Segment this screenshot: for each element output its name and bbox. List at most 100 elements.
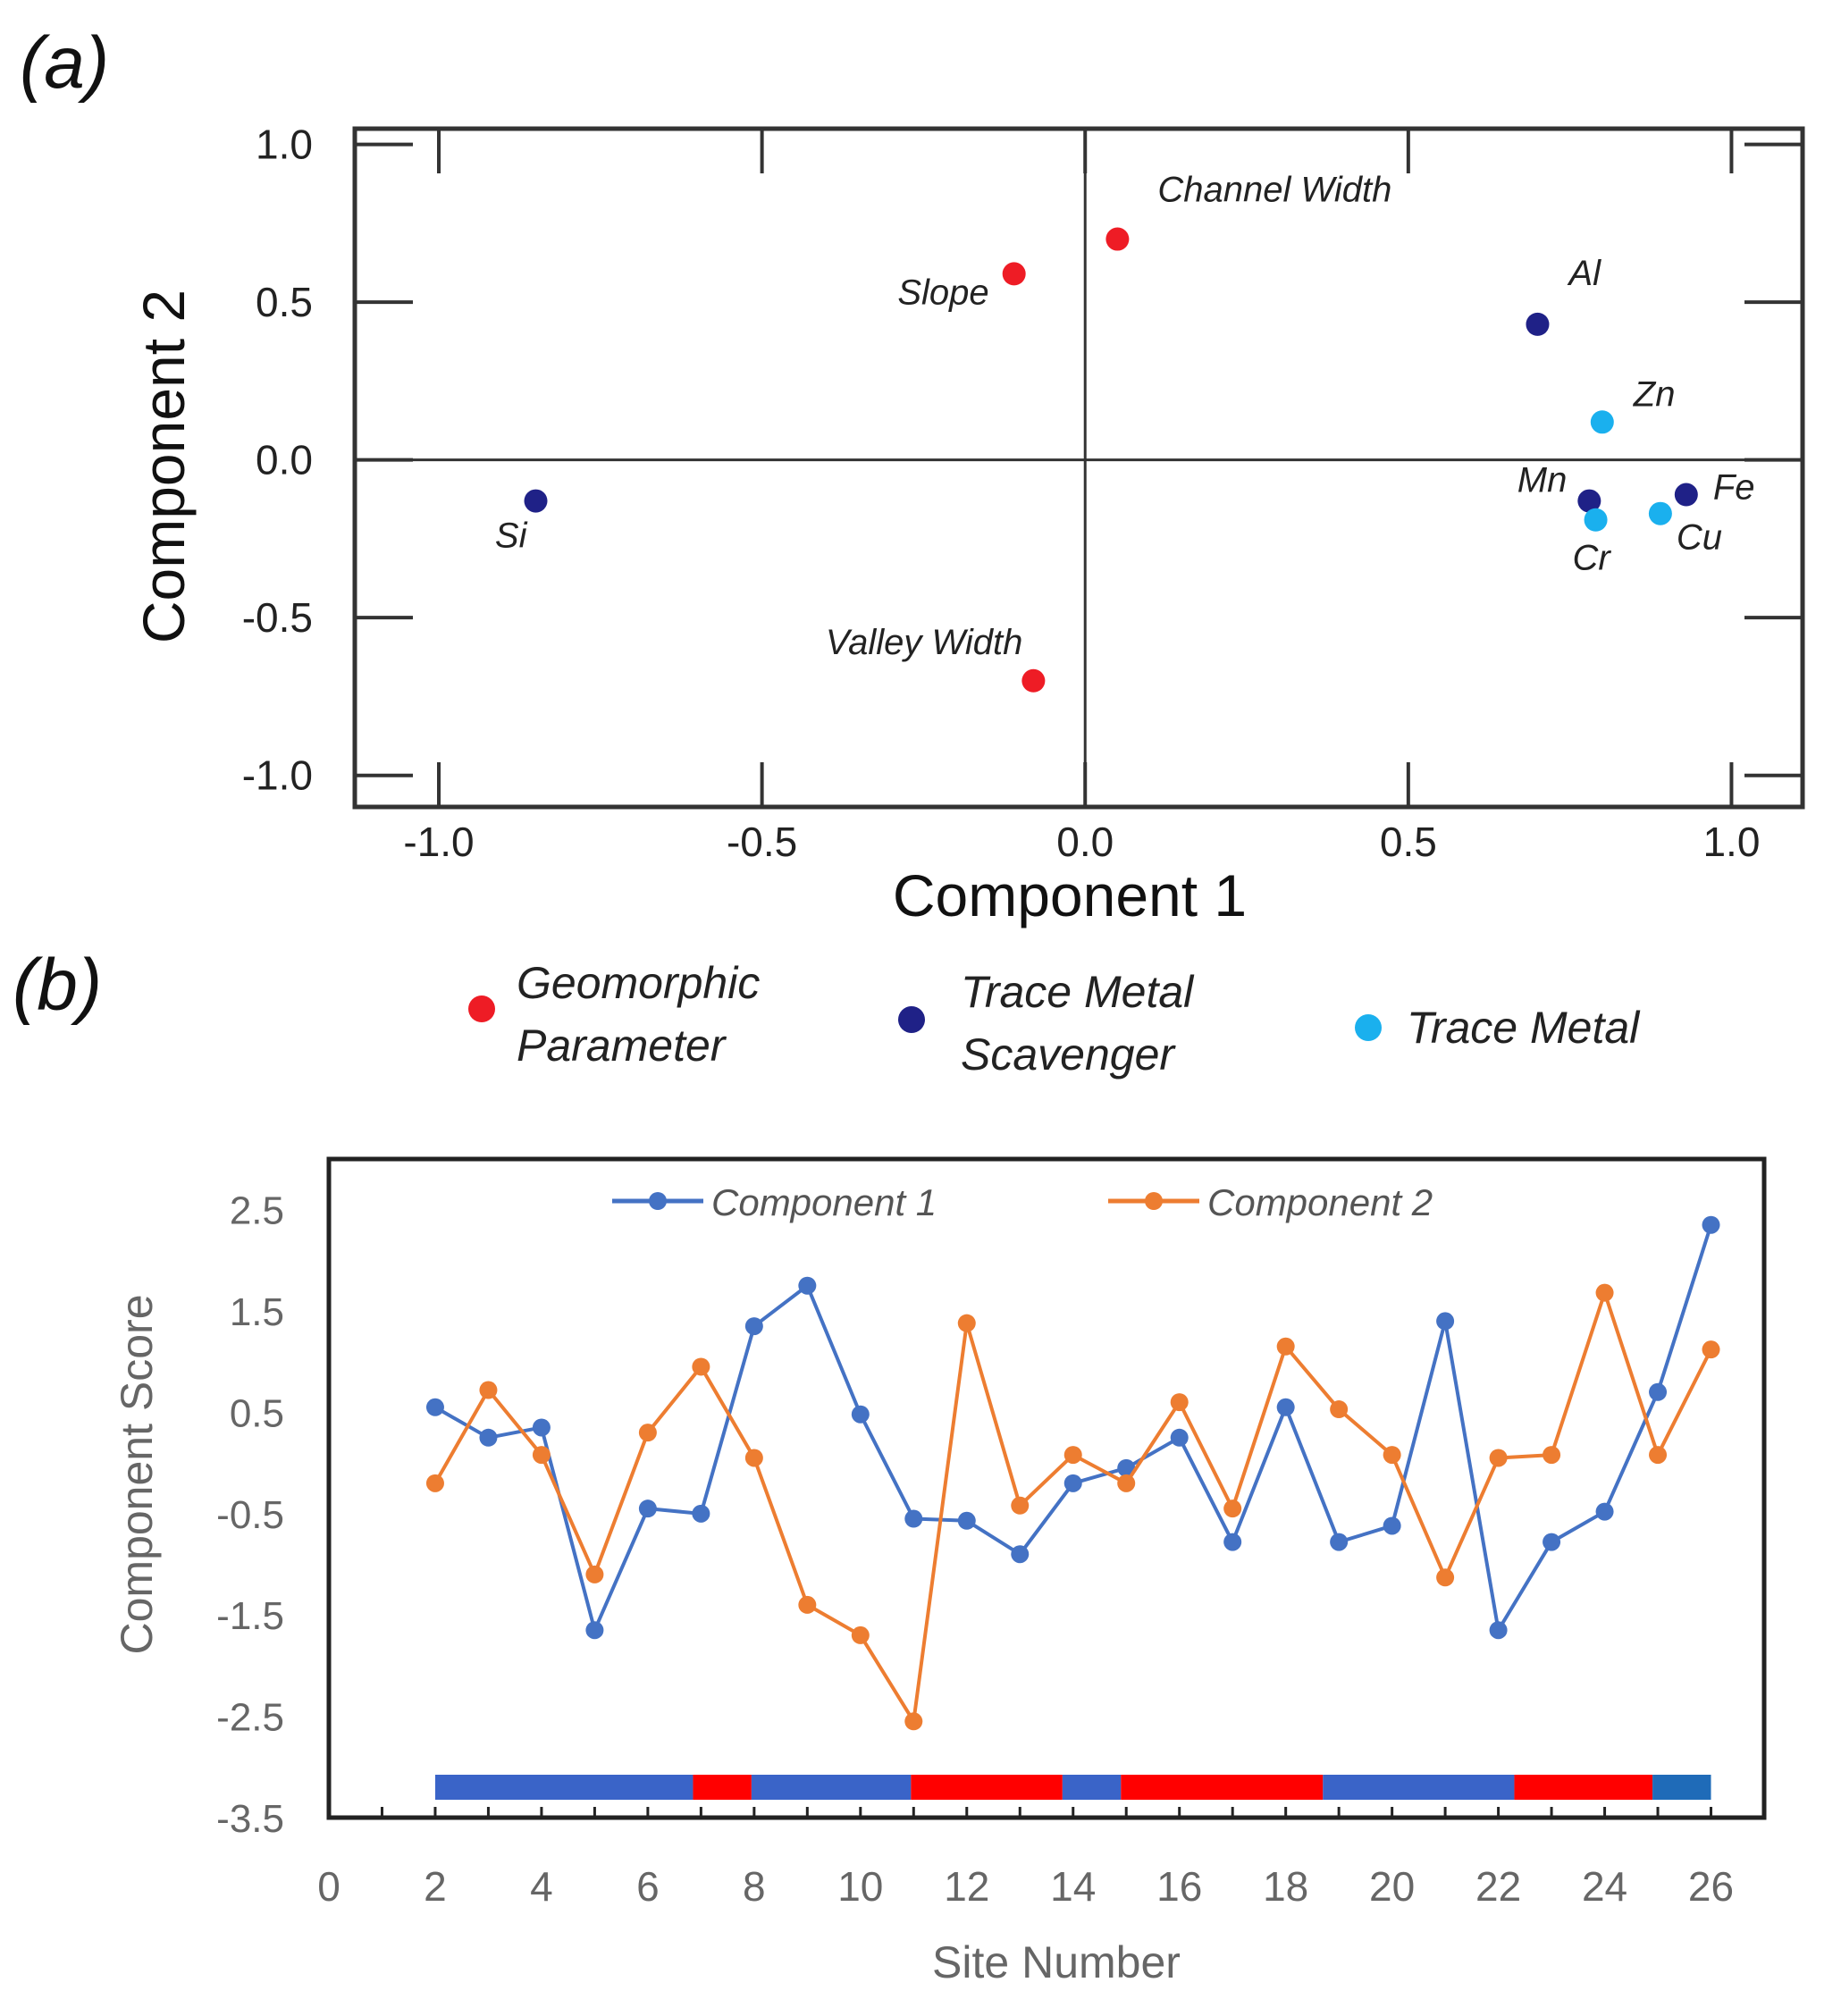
scatter-y-tick-label: 0.0 xyxy=(256,437,313,483)
scatter-point-slope xyxy=(1002,262,1026,286)
site-band xyxy=(693,1775,752,1800)
series-point-component-1 xyxy=(1543,1533,1561,1551)
series-point-component-2 xyxy=(479,1381,498,1399)
series-point-component-1 xyxy=(532,1418,551,1437)
series-point-component-1 xyxy=(1649,1382,1668,1401)
line-x-tick-label: 6 xyxy=(636,1863,660,1910)
line-y-tick-label: -1.5 xyxy=(216,1594,284,1638)
scatter-y-ticks: 1.0 0.5 0.0 -0.5 -1.0 xyxy=(242,122,1803,799)
series-point-component-2 xyxy=(1383,1446,1401,1465)
series-point-component-2 xyxy=(1063,1446,1082,1465)
scatter-x-tick-label: 0.0 xyxy=(1056,819,1114,865)
series-point-component-1 xyxy=(1223,1533,1242,1551)
line-y-tick-label: 2.5 xyxy=(230,1189,284,1233)
series-point-component-2 xyxy=(851,1625,870,1644)
line-x-tick-label: 8 xyxy=(743,1863,766,1910)
series-point-component-1 xyxy=(1011,1545,1030,1564)
series-point-component-1 xyxy=(798,1276,817,1295)
series-point-component-1 xyxy=(585,1621,604,1640)
site-band xyxy=(751,1775,912,1800)
scatter-y-axis-label: Component 2 xyxy=(130,290,197,643)
series-point-component-2 xyxy=(1117,1474,1136,1492)
series-point-component-1 xyxy=(638,1499,657,1518)
legend-marker-trace-metal xyxy=(1355,1014,1382,1041)
series-point-component-2 xyxy=(1649,1446,1668,1465)
legend-scavenger-line1: Trace Metal xyxy=(961,967,1195,1017)
series-point-component-1 xyxy=(1436,1312,1455,1331)
scatter-point-label-valley-width: Valley Width xyxy=(826,623,1022,662)
scatter-point-label-si: Si xyxy=(495,517,528,556)
scatter-x-axis-label: Component 1 xyxy=(893,862,1247,928)
line-x-tick-label: 14 xyxy=(1050,1863,1096,1910)
scatter-y-tick-label: -0.5 xyxy=(242,594,313,641)
line-legend: Component 1 Component 2 xyxy=(612,1181,1433,1223)
scatter-point-label-slope: Slope xyxy=(897,273,988,312)
scatter-x-tick-label: 1.0 xyxy=(1702,819,1760,865)
series-point-component-2 xyxy=(1702,1340,1720,1359)
line-plot-frame xyxy=(326,1156,1767,1820)
scatter-plot-frame xyxy=(352,126,1805,810)
series-point-component-1 xyxy=(1170,1428,1189,1447)
line-x-ticks: 0 2 4 6 8 10 12 14 16 18 20 22 24 26 xyxy=(317,1807,1734,1910)
series-point-component-2 xyxy=(1330,1400,1349,1419)
scatter-point-channel-width xyxy=(1105,227,1130,251)
scatter-point-cr xyxy=(1584,508,1608,532)
scatter-point-al xyxy=(1526,312,1550,336)
series-point-component-1 xyxy=(1489,1621,1508,1640)
series-point-component-2 xyxy=(1436,1568,1455,1587)
line-x-tick-label: 24 xyxy=(1582,1863,1627,1910)
legend-geomorphic-line1: Geomorphic xyxy=(517,958,760,1008)
scatter-y-tick-label: 1.0 xyxy=(256,122,313,168)
series-point-component-2 xyxy=(1223,1499,1242,1518)
series-point-component-2 xyxy=(1011,1496,1030,1515)
line-legend-label-component-2: Component 2 xyxy=(1207,1181,1433,1223)
line-series xyxy=(425,1215,1720,1731)
series-point-component-1 xyxy=(479,1428,498,1447)
scatter-point-label-fe: Fe xyxy=(1713,468,1755,508)
legend-scavenger-line2: Scavenger xyxy=(961,1029,1176,1079)
scatter-point-mn xyxy=(1577,489,1601,513)
scatter-point-fe xyxy=(1674,483,1698,507)
series-point-component-2 xyxy=(957,1314,976,1332)
series-point-component-2 xyxy=(1543,1446,1561,1465)
series-point-component-1 xyxy=(692,1504,710,1523)
series-point-component-2 xyxy=(692,1357,710,1376)
line-x-tick-label: 18 xyxy=(1263,1863,1308,1910)
series-line-component-1 xyxy=(433,1224,1713,1633)
site-category-bands xyxy=(434,1775,1711,1800)
site-band xyxy=(1652,1775,1711,1800)
series-point-component-1 xyxy=(1595,1502,1614,1521)
series-point-component-2 xyxy=(1276,1337,1295,1356)
scatter-point-label-cu: Cu xyxy=(1677,518,1722,558)
line-y-tick-label: -2.5 xyxy=(216,1696,284,1740)
scatter-point-valley-width xyxy=(1021,668,1046,693)
series-line-component-2 xyxy=(433,1290,1713,1724)
line-x-tick-label: 0 xyxy=(317,1863,340,1910)
site-band xyxy=(911,1775,1063,1800)
legend-marker-scavenger xyxy=(898,1006,925,1033)
line-x-tick-label: 4 xyxy=(530,1863,553,1910)
site-band xyxy=(1323,1775,1515,1800)
series-point-component-1 xyxy=(851,1405,870,1424)
series-point-component-2 xyxy=(532,1446,551,1465)
series-point-component-2 xyxy=(1595,1283,1614,1302)
line-chart: 0 2 4 6 8 10 12 14 16 18 20 22 24 26 2.51.50.5-0.5-1.… xyxy=(112,1156,1767,1987)
line-y-tick-label: -3.5 xyxy=(216,1797,284,1841)
scatter-point-label-channel-width: Channel Width xyxy=(1157,171,1391,210)
line-x-axis-label: Site Number xyxy=(932,1937,1181,1987)
series-point-component-1 xyxy=(904,1509,923,1528)
line-x-tick-label: 10 xyxy=(837,1863,883,1910)
legend-geomorphic-line2: Parameter xyxy=(517,1021,727,1071)
panel-label-a: (a) xyxy=(20,22,109,104)
line-legend-marker-component-1 xyxy=(649,1192,667,1210)
series-point-component-1 xyxy=(957,1511,976,1530)
scatter-points: Channel Width Slope Valley Width Si Al Mn Fe Zn… xyxy=(495,171,1755,693)
series-point-component-2 xyxy=(638,1424,657,1442)
line-y-axis-label: Component Score xyxy=(112,1294,162,1654)
scatter-point-label-cr: Cr xyxy=(1572,539,1611,578)
site-band xyxy=(434,1775,694,1800)
line-x-tick-label: 22 xyxy=(1475,1863,1521,1910)
scatter-y-tick-label: -1.0 xyxy=(242,752,313,799)
scatter-x-tick-label: -1.0 xyxy=(403,819,474,865)
legend-marker-geomorphic xyxy=(468,995,495,1022)
